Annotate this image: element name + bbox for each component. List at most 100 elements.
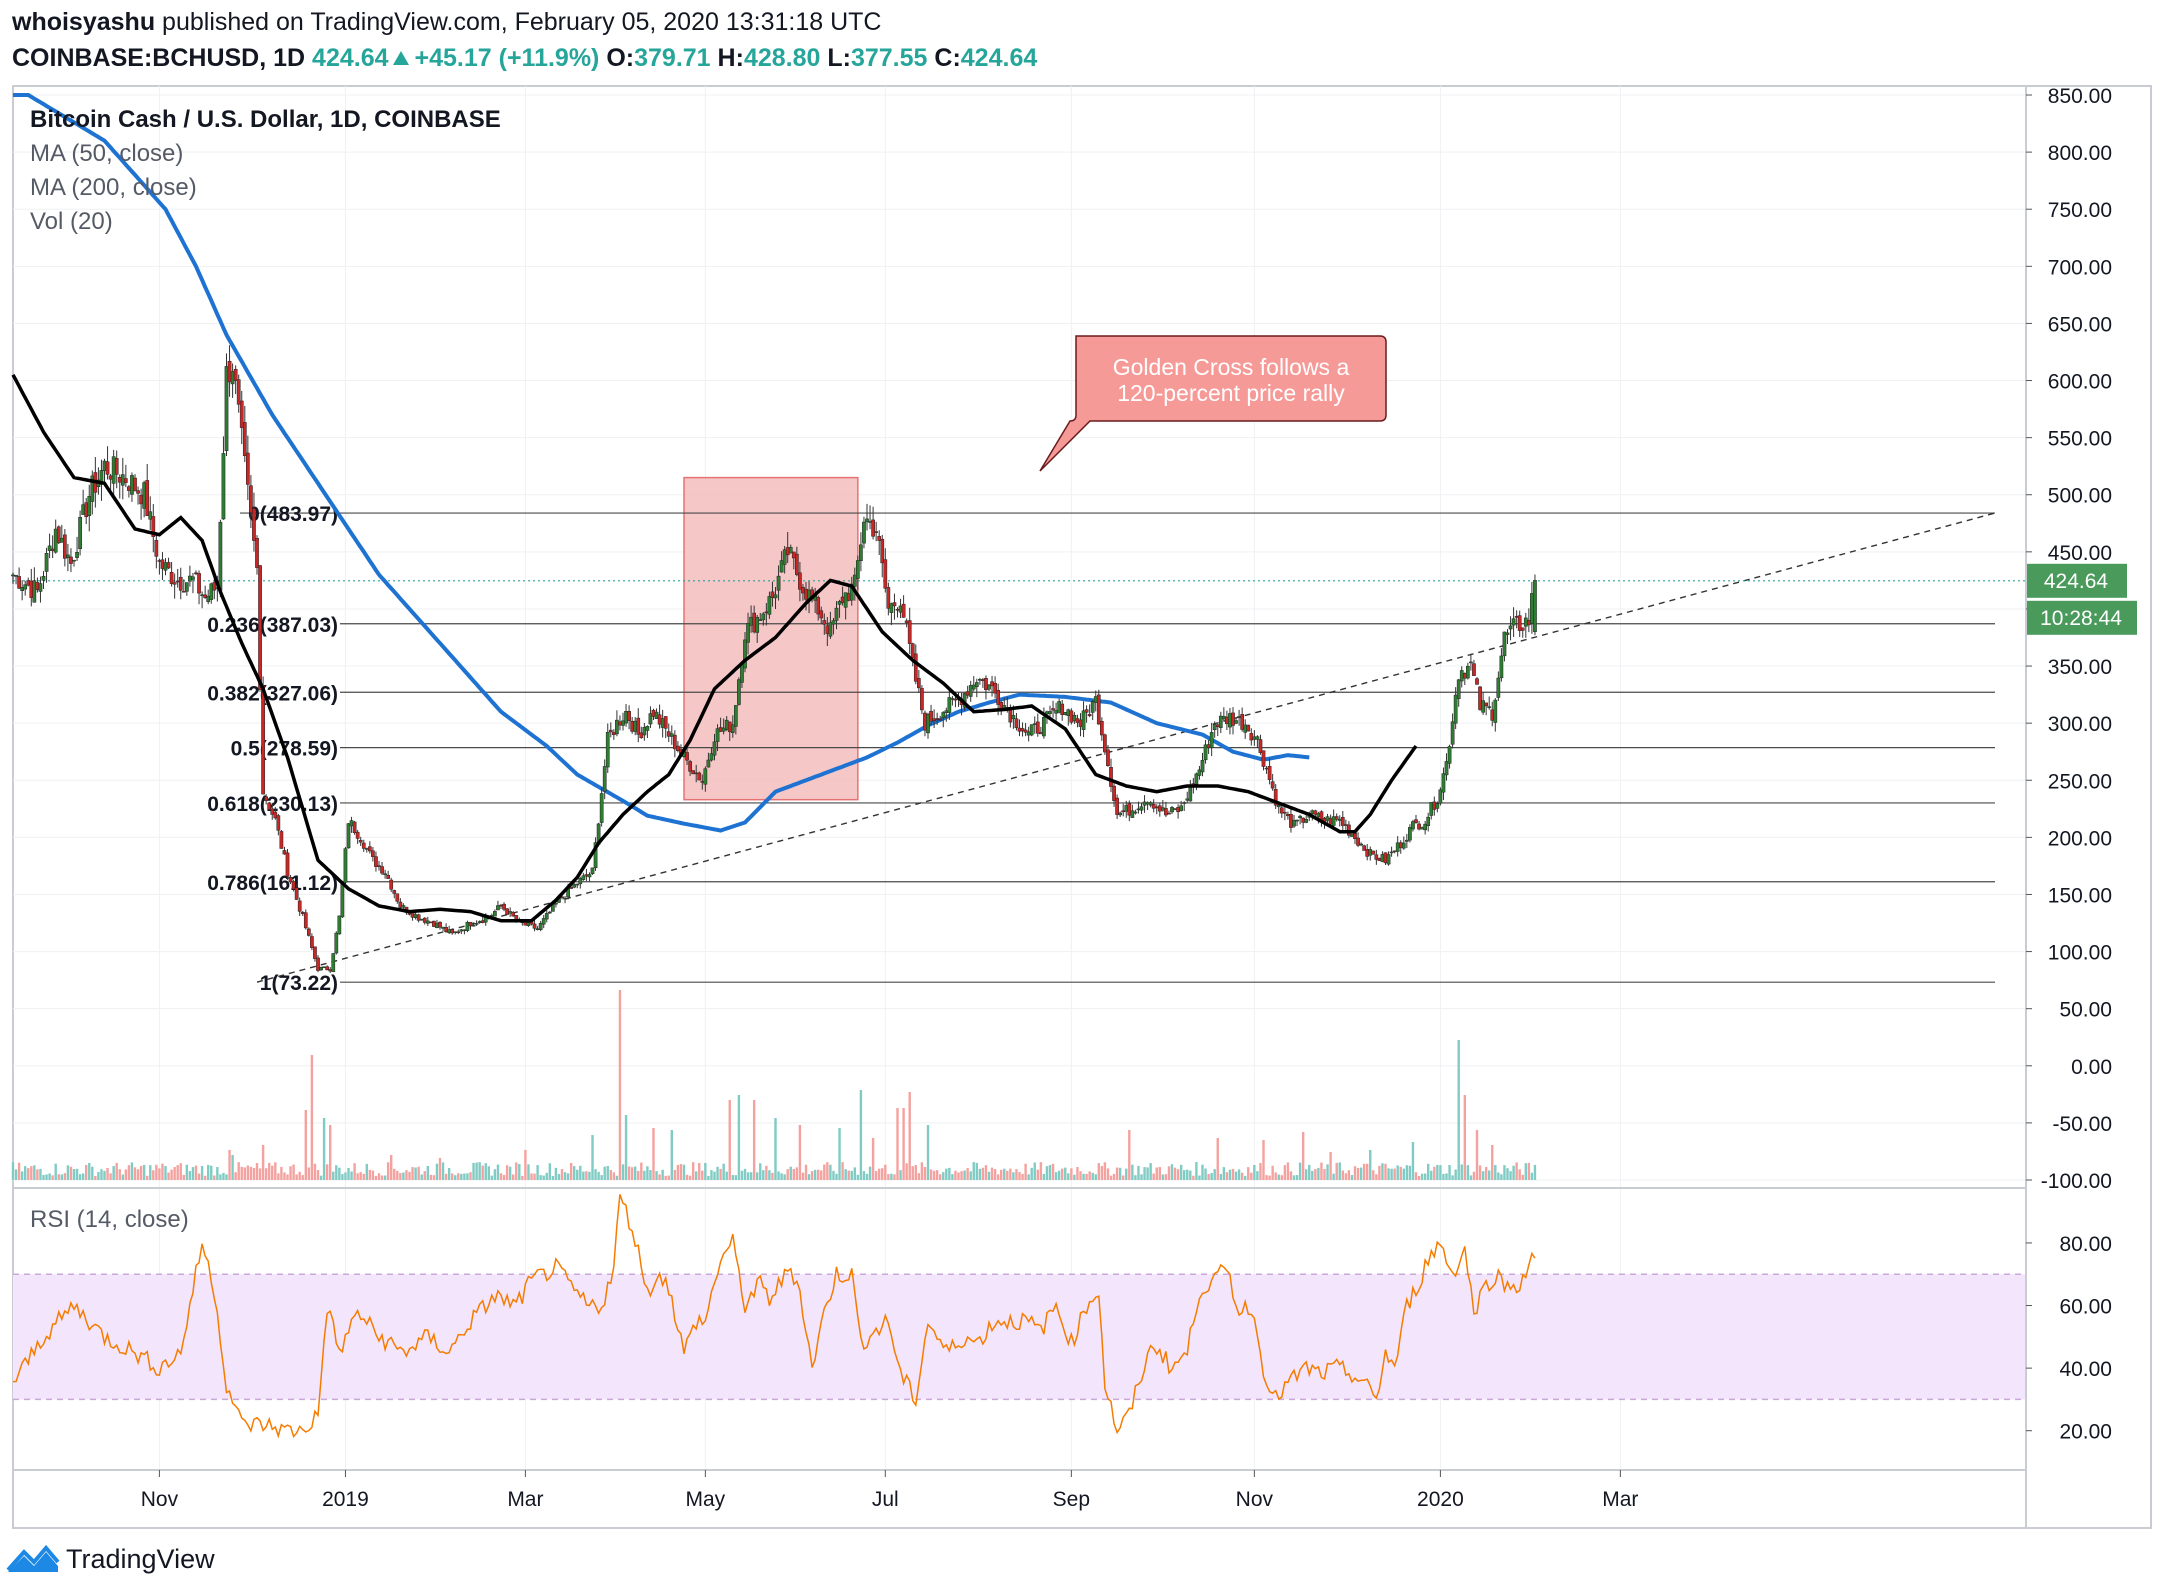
volume-bar (149, 1165, 152, 1180)
candle-body (1386, 854, 1391, 865)
candle-body (285, 852, 290, 877)
candle-body (950, 698, 955, 700)
volume-bar (569, 1162, 573, 1180)
volume-bar (1414, 1172, 1418, 1180)
volume-bar (762, 1170, 765, 1180)
volume-bar (127, 1165, 131, 1180)
volume-bar (1353, 1166, 1357, 1180)
candle-body (1023, 729, 1028, 733)
legend-ma50[interactable]: MA (50, close) (30, 140, 184, 167)
candle-body (1100, 721, 1104, 736)
candle-body (361, 842, 366, 849)
candle-body (200, 594, 204, 596)
volume-bar (515, 1162, 518, 1180)
candle-body (526, 922, 531, 926)
candle-body (1405, 839, 1409, 842)
author-name[interactable]: whoisyashu (12, 8, 156, 36)
volume-bar (969, 1171, 972, 1180)
volume-bar (756, 1172, 759, 1180)
candle-body (1331, 816, 1336, 826)
candle-body (901, 603, 906, 618)
volume-bar (637, 1170, 640, 1180)
chart-frame (12, 85, 2152, 1529)
candle-body (990, 681, 994, 687)
candle-body (1502, 631, 1507, 657)
volume-bar (402, 1172, 405, 1180)
legend-ma200[interactable]: MA (200, close) (30, 174, 197, 201)
candle-body (120, 474, 125, 486)
volume-bar (1176, 1169, 1180, 1180)
candle-body (1042, 717, 1046, 737)
price-axis[interactable]: 850.00 800.00 750.00 700.00 650.00 600.00 550.… (2026, 85, 2112, 1193)
rsi-axis[interactable]: 80.00 60.00 40.00 20.00 (2026, 1233, 2112, 1444)
volume-bar (408, 1171, 411, 1180)
candle-body (398, 901, 403, 908)
volume-bar (1427, 1163, 1430, 1180)
candle-body (276, 815, 281, 831)
candle-body (169, 572, 174, 584)
candle-body (273, 811, 278, 819)
trend-line[interactable] (256, 512, 1996, 983)
price-chart[interactable]: 0(483.97)0.236(387.03)0.382(327.06)0.5(2… (0, 0, 2160, 1540)
candle-body (929, 710, 933, 722)
volume-bar (261, 1145, 265, 1180)
close-label: C: (934, 44, 961, 72)
volume-bar (1295, 1175, 1299, 1180)
volume-bar (268, 1162, 271, 1180)
volume-bar (475, 1162, 478, 1180)
candle-body (160, 559, 165, 569)
footer-brand[interactable]: TradingView (6, 1544, 215, 1581)
candle-body (801, 586, 805, 594)
volume-bar (1515, 1162, 1518, 1180)
symbol-name[interactable]: COINBASE:BCHUSD, 1D (12, 44, 306, 72)
volume-bar (167, 1172, 170, 1180)
volume-bar (817, 1169, 820, 1180)
volume-bar (603, 1166, 606, 1180)
candle-body (505, 908, 509, 915)
legend-volume[interactable]: Vol (20) (30, 208, 113, 235)
volume-bar (1475, 1130, 1479, 1180)
volume-bar (85, 1164, 88, 1180)
candle-body (532, 923, 537, 929)
volume-bar (1347, 1170, 1351, 1180)
candle-body (691, 770, 695, 775)
volume-bar (1146, 1167, 1149, 1180)
volume-bar (823, 1164, 826, 1180)
candle-body (752, 612, 756, 633)
price-tick-label: 600.00 (2048, 371, 2112, 394)
volume-bar (1286, 1162, 1290, 1180)
candle-body (1072, 714, 1077, 722)
volume-bar (20, 1171, 24, 1180)
volume-bar (210, 1165, 213, 1180)
volume-bar (1247, 1167, 1250, 1180)
volume-bar (1481, 1171, 1485, 1180)
volume-bar (731, 1175, 734, 1180)
volume-bar (752, 1100, 756, 1180)
candle-body (1380, 854, 1385, 862)
volume-bar (115, 1163, 118, 1180)
candle-body (676, 745, 680, 752)
volume-bar (97, 1172, 100, 1180)
candle-body (1130, 810, 1135, 818)
legend-rsi[interactable]: RSI (14, close) (30, 1206, 189, 1233)
volume-bar (987, 1171, 991, 1180)
volume-bar (1320, 1162, 1323, 1180)
volume-bar (213, 1175, 216, 1180)
candle-body (1466, 665, 1470, 679)
volume-bar (841, 1162, 844, 1180)
volume-bar (533, 1173, 536, 1180)
candle-body (694, 772, 699, 775)
rsi-tick-label: 40.00 (2059, 1358, 2112, 1381)
volume-bar (746, 1172, 750, 1180)
volume-bar (512, 1174, 515, 1180)
candle-body (1493, 699, 1498, 723)
golden-cross-box[interactable] (683, 476, 859, 801)
price-tag-text: 424.64 (2044, 570, 2109, 593)
volume-bar (1225, 1172, 1229, 1180)
time-axis[interactable]: Nov 2019 Mar May Jul Sep Nov 2020 Mar (141, 1470, 1639, 1511)
fibonacci-levels[interactable]: 0(483.97)0.236(387.03)0.382(327.06)0.5(2… (207, 503, 1995, 995)
volume-bar (377, 1173, 381, 1180)
volume-bar (1097, 1163, 1100, 1180)
candle-body (889, 603, 894, 613)
annotation-callout[interactable]: Golden Cross follows a 120-percent price… (1039, 335, 1387, 472)
